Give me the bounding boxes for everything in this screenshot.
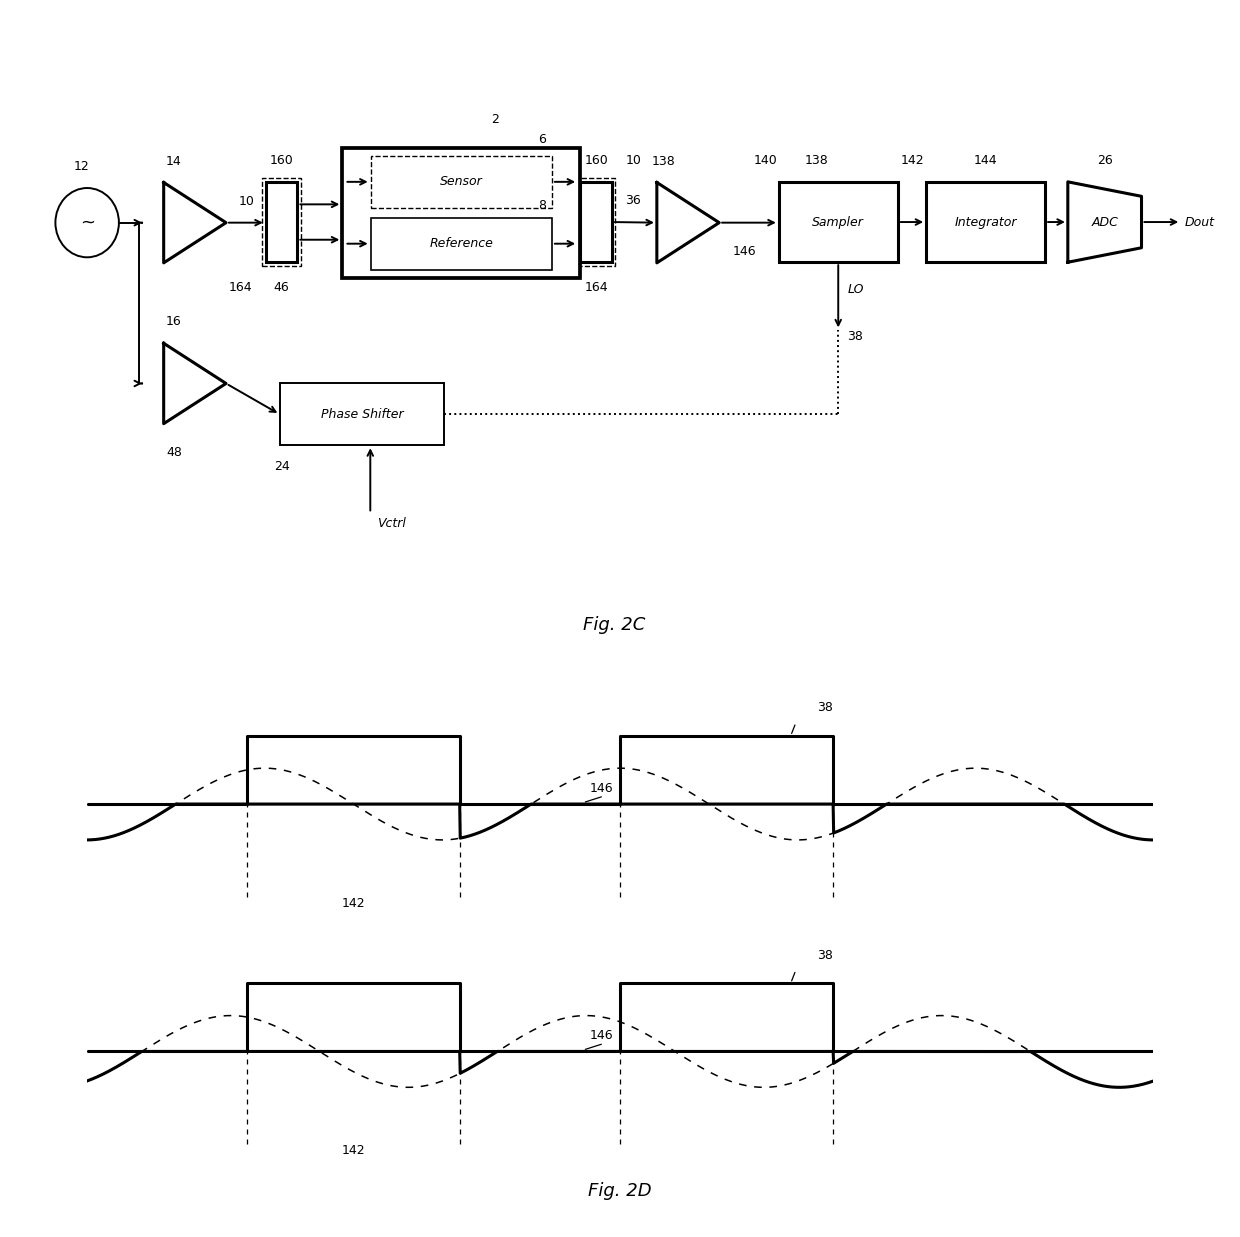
Circle shape xyxy=(56,188,119,257)
Text: 140: 140 xyxy=(753,153,777,167)
Text: Fig. 2C: Fig. 2C xyxy=(583,616,646,633)
Text: Reference: Reference xyxy=(429,238,494,250)
Text: 138: 138 xyxy=(651,155,675,167)
Text: 142: 142 xyxy=(900,153,924,167)
Text: 16: 16 xyxy=(166,315,182,329)
Text: 38: 38 xyxy=(847,330,863,344)
Text: 10: 10 xyxy=(238,194,254,208)
Text: 38: 38 xyxy=(817,701,833,714)
Text: 36: 36 xyxy=(625,194,640,207)
Text: ~: ~ xyxy=(79,214,94,231)
Text: 160: 160 xyxy=(584,153,608,167)
Text: Sampler: Sampler xyxy=(812,215,864,229)
Text: Integrator: Integrator xyxy=(955,215,1017,229)
Text: 142: 142 xyxy=(341,897,366,910)
Text: 146: 146 xyxy=(590,782,614,795)
Text: Sensor: Sensor xyxy=(440,176,482,188)
Text: 138: 138 xyxy=(805,153,828,167)
Text: 164: 164 xyxy=(228,281,252,294)
Text: 2: 2 xyxy=(491,113,500,126)
Polygon shape xyxy=(164,343,226,423)
Text: 12: 12 xyxy=(73,160,89,173)
Bar xyxy=(280,383,444,445)
Bar xyxy=(779,182,898,262)
Bar xyxy=(263,178,301,266)
Bar xyxy=(371,218,552,270)
Text: 146: 146 xyxy=(733,245,756,259)
Bar xyxy=(265,182,298,262)
Text: Phase Shifter: Phase Shifter xyxy=(321,408,403,421)
Text: Dout: Dout xyxy=(1184,215,1215,229)
Text: 164: 164 xyxy=(584,281,608,294)
Text: Fig. 2D: Fig. 2D xyxy=(588,1183,652,1200)
Text: LO: LO xyxy=(847,283,864,296)
Bar xyxy=(371,156,552,208)
Text: 146: 146 xyxy=(590,1029,614,1042)
Text: 10: 10 xyxy=(626,153,641,167)
Polygon shape xyxy=(1068,182,1142,262)
Bar xyxy=(342,148,580,278)
Polygon shape xyxy=(657,183,719,263)
Text: Vctrl: Vctrl xyxy=(377,517,405,531)
Text: 8: 8 xyxy=(538,198,547,212)
Text: 6: 6 xyxy=(538,132,547,146)
Text: 24: 24 xyxy=(274,460,290,474)
Text: 142: 142 xyxy=(341,1144,366,1158)
Text: 48: 48 xyxy=(166,447,182,459)
Polygon shape xyxy=(164,183,226,263)
Bar xyxy=(926,182,1045,262)
Text: 144: 144 xyxy=(973,153,997,167)
Text: 38: 38 xyxy=(817,949,833,962)
Text: 26: 26 xyxy=(1097,153,1112,167)
Text: 46: 46 xyxy=(274,281,289,294)
Text: 160: 160 xyxy=(270,153,294,167)
Text: 14: 14 xyxy=(166,155,182,167)
Text: ADC: ADC xyxy=(1091,215,1118,229)
Bar xyxy=(577,178,615,266)
Bar xyxy=(580,182,613,262)
